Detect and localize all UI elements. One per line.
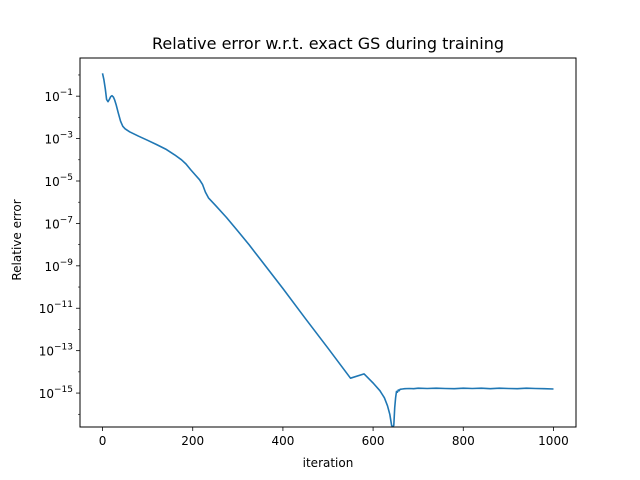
x-axis-ticks: 0 200 400 600 800 1000 xyxy=(99,427,569,448)
y-tick-label: 10−7 xyxy=(44,215,73,231)
x-tick-label: 400 xyxy=(271,434,294,448)
y-axis-ticks: 10−1 10−3 10−5 10−7 10−9 10−11 10−13 10−15 xyxy=(39,74,80,415)
y-tick-label: 10−1 xyxy=(44,88,73,104)
y-tick-label: 10−15 xyxy=(39,385,73,401)
plot-area xyxy=(101,73,554,427)
y-tick-label: 10−3 xyxy=(44,131,73,147)
y-tick-label: 10−11 xyxy=(39,300,73,316)
x-tick-label: 200 xyxy=(181,434,204,448)
y-tick-label: 10−5 xyxy=(44,173,73,189)
x-tick-label: 1000 xyxy=(538,434,569,448)
chart-title: Relative error w.r.t. exact GS during tr… xyxy=(152,34,504,53)
y-tick-label: 10−9 xyxy=(44,258,73,274)
y-axis-label: Relative error xyxy=(10,199,24,280)
x-tick-label: 0 xyxy=(99,434,107,448)
plot-frame xyxy=(79,57,577,428)
x-tick-label: 800 xyxy=(452,434,475,448)
series-line xyxy=(101,73,554,427)
x-axis-label: iteration xyxy=(303,456,354,470)
y-tick-label: 10−13 xyxy=(39,343,73,359)
x-tick-label: 600 xyxy=(362,434,385,448)
